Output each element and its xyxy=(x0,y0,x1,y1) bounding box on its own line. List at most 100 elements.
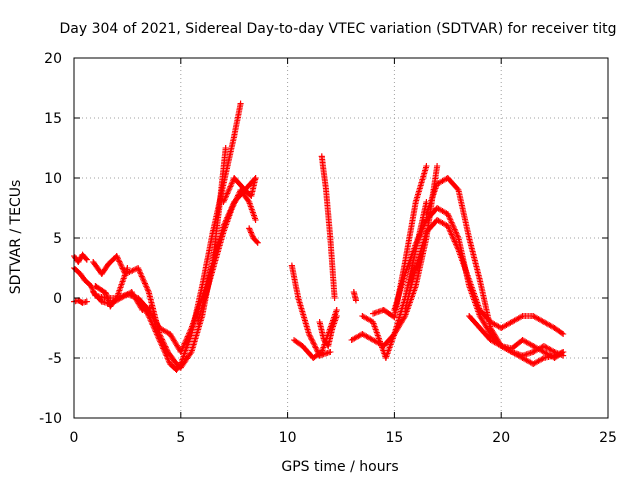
data-point xyxy=(194,319,201,325)
data-point xyxy=(203,289,210,295)
x-axis-label: GPS time / hours xyxy=(281,459,398,475)
data-point xyxy=(231,133,238,139)
data-point xyxy=(252,217,259,223)
data-series-trace-m xyxy=(316,313,340,349)
data-point xyxy=(455,187,462,193)
data-point xyxy=(164,349,171,355)
data-point xyxy=(188,349,195,355)
data-point xyxy=(305,331,312,337)
data-point xyxy=(519,313,526,319)
data-point xyxy=(519,337,526,343)
data-point xyxy=(145,307,152,313)
data-point xyxy=(105,261,112,268)
data-point xyxy=(423,229,430,235)
data-series-trace-o xyxy=(350,289,359,304)
data-point xyxy=(103,290,110,297)
data-point xyxy=(246,225,253,232)
data-point xyxy=(75,259,82,265)
x-tick-label: 25 xyxy=(599,430,617,446)
data-point xyxy=(434,217,441,223)
data-point xyxy=(173,361,180,367)
data-point xyxy=(310,355,317,361)
data-point xyxy=(350,289,357,295)
data-point xyxy=(423,163,430,169)
data-point xyxy=(476,325,483,331)
data-point xyxy=(220,199,227,205)
data-series-trace-t xyxy=(402,217,567,337)
data-point xyxy=(423,217,430,223)
data-point xyxy=(128,289,135,295)
data-point xyxy=(530,313,537,319)
data-point xyxy=(252,175,259,181)
data-point xyxy=(222,145,229,151)
data-point xyxy=(391,314,398,321)
data-point xyxy=(348,337,355,343)
data-series-trace-f xyxy=(92,265,131,310)
data-point xyxy=(455,247,462,253)
data-point xyxy=(476,277,483,283)
data-point xyxy=(77,271,84,277)
data-point xyxy=(530,361,537,367)
data-point xyxy=(211,259,218,265)
data-point xyxy=(519,355,526,361)
data-point xyxy=(551,325,558,331)
data-point xyxy=(412,241,419,247)
data-point xyxy=(444,223,451,229)
data-point xyxy=(380,307,387,313)
data-point xyxy=(90,289,97,295)
data-point xyxy=(81,277,88,283)
data-point xyxy=(177,349,184,355)
chart-title: Day 304 of 2021, Sidereal Day-to-day VTE… xyxy=(60,21,617,37)
data-series-trace-h xyxy=(194,187,259,325)
data-point xyxy=(145,289,152,295)
data-point xyxy=(327,349,334,355)
data-point xyxy=(237,100,244,107)
data-series-trace-v xyxy=(466,313,567,367)
data-point xyxy=(466,277,473,283)
data-point xyxy=(135,265,142,271)
data-point xyxy=(434,205,441,211)
data-point xyxy=(177,364,184,371)
data-point xyxy=(333,307,340,313)
data-point xyxy=(113,295,120,301)
data-point xyxy=(540,343,547,349)
data-point xyxy=(402,313,409,319)
data-point xyxy=(113,253,120,259)
data-point xyxy=(79,299,86,306)
data-point xyxy=(391,331,398,337)
data-point xyxy=(423,211,430,217)
data-point xyxy=(299,343,306,349)
data-point xyxy=(444,211,451,217)
data-point xyxy=(530,349,537,355)
data-point xyxy=(382,355,389,361)
data-point xyxy=(318,153,325,160)
data-point xyxy=(98,271,105,277)
x-tick-label: 15 xyxy=(385,430,403,446)
data-point xyxy=(323,187,330,193)
data-point xyxy=(412,199,419,205)
data-point xyxy=(83,256,90,263)
data-point xyxy=(540,319,547,325)
data-point xyxy=(320,337,327,343)
data-point xyxy=(327,235,334,241)
data-point xyxy=(288,262,295,269)
data-point xyxy=(79,251,86,258)
data-point xyxy=(370,319,377,325)
data-point xyxy=(216,205,223,211)
data-point xyxy=(359,331,366,337)
y-tick-label: 10 xyxy=(44,171,62,187)
data-point xyxy=(466,235,473,241)
data-point xyxy=(220,229,227,235)
data-point xyxy=(466,313,473,319)
data-point xyxy=(246,199,253,205)
tick-labels: 0 5 10 15 20 25 -10 -5 0 5 10 15 20 xyxy=(39,51,617,446)
data-point xyxy=(229,205,236,211)
data-point xyxy=(325,343,332,349)
data-point xyxy=(391,307,398,313)
data-point xyxy=(98,298,105,305)
data-point xyxy=(540,349,547,355)
data-point xyxy=(359,313,366,319)
data-point xyxy=(124,265,131,271)
data-point xyxy=(412,265,419,271)
